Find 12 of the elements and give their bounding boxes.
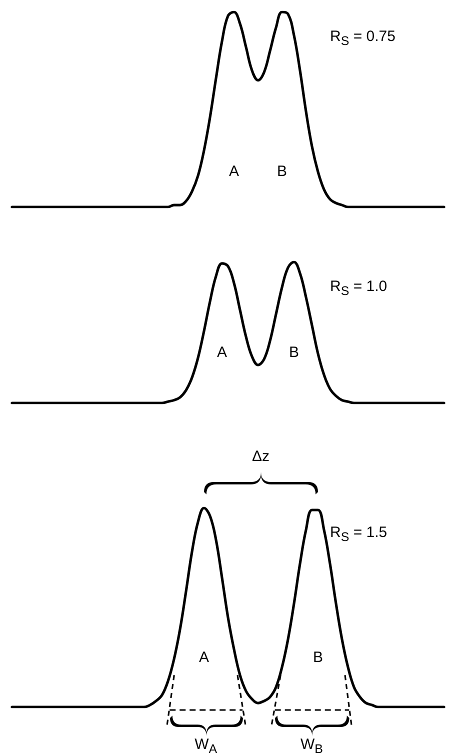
annotation: A	[199, 648, 210, 666]
annotation: R$_{S}$ = 0.75	[330, 28, 396, 50]
text: W$_{A}$	[194, 736, 218, 756]
annotation: A	[217, 344, 228, 361]
annotation: B	[313, 648, 324, 666]
annotation: R$_{S}$ = 1.0	[330, 278, 388, 300]
text: Δz	[252, 448, 270, 464]
annotation: B	[289, 344, 300, 361]
annotation: B	[277, 163, 288, 180]
text: W$_{B}$	[300, 736, 324, 756]
annotation: A	[229, 163, 240, 180]
annotation: R$_{S}$ = 1.5	[330, 524, 388, 546]
